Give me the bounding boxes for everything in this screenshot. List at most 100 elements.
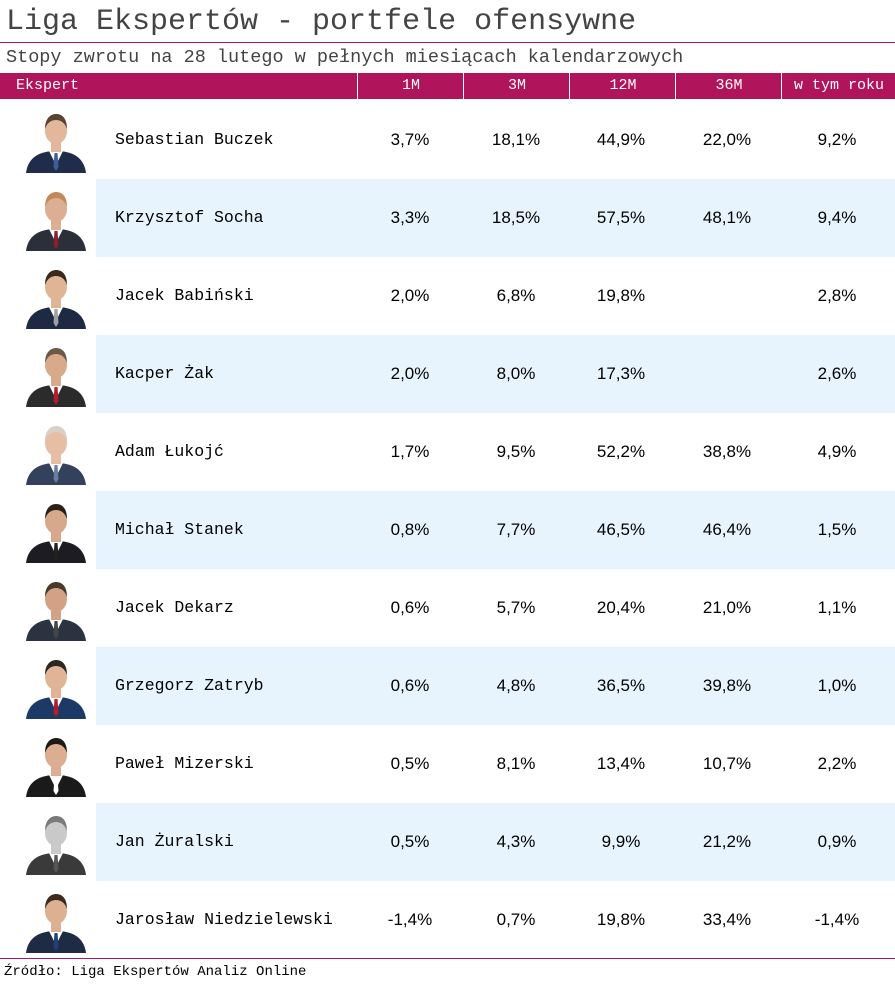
column-header: 3M [463, 73, 570, 99]
return-value: 2,6% [817, 364, 857, 383]
return-value: 4,8% [496, 676, 536, 695]
return-value: 1,5% [817, 520, 857, 539]
return-value: 21,2% [702, 832, 752, 851]
return-value: 52,2% [596, 442, 646, 461]
table-row: Sebastian Buczek 3,7% 18,1% 44,9% 22,0% 9,2% [0, 101, 895, 179]
expert-name: Krzysztof Socha [115, 208, 264, 227]
return-value: 19,8% [596, 286, 646, 305]
expert-photo [22, 733, 90, 797]
return-value: 17,3% [596, 364, 646, 383]
return-value: -1,4% [387, 910, 433, 929]
source-note: Źródło: Liga Ekspertów Analiz Online [4, 964, 307, 980]
return-value: 20,4% [596, 598, 646, 617]
return-value [677, 335, 777, 413]
return-value: 18,5% [491, 208, 541, 227]
return-value: 5,7% [496, 598, 536, 617]
return-value: 19,8% [596, 910, 646, 929]
return-value: 9,9% [601, 832, 641, 851]
row-background [96, 647, 895, 725]
expert-photo [22, 577, 90, 641]
return-value: 0,5% [390, 754, 430, 773]
expert-photo [22, 109, 90, 173]
return-value: 38,8% [702, 442, 752, 461]
table-row: Jan Żuralski 0,5% 4,3% 9,9% 21,2% 0,9% [0, 803, 895, 881]
return-value: -1,4% [814, 910, 860, 929]
expert-photo [22, 889, 90, 953]
return-value: 46,5% [596, 520, 646, 539]
column-header: w tym roku [781, 73, 895, 99]
return-value: 2,8% [817, 286, 857, 305]
return-value: 39,8% [702, 676, 752, 695]
return-value: 0,5% [390, 832, 430, 851]
table-row: Kacper Żak 2,0% 8,0% 17,3% 2,6% [0, 335, 895, 413]
table-row: Paweł Mizerski 0,5% 8,1% 13,4% 10,7% 2,2% [0, 725, 895, 803]
expert-name: Grzegorz Zatryb [115, 676, 264, 695]
return-value: 9,5% [496, 442, 536, 461]
return-value: 33,4% [702, 910, 752, 929]
return-value: 3,3% [390, 208, 430, 227]
return-value: 10,7% [702, 754, 752, 773]
row-background [96, 335, 895, 413]
expert-photo [22, 655, 90, 719]
return-value: 57,5% [596, 208, 646, 227]
expert-photo [22, 187, 90, 251]
table-row: Jacek Babiński 2,0% 6,8% 19,8% 2,8% [0, 257, 895, 335]
column-header: 1M [357, 73, 464, 99]
return-value: 22,0% [702, 130, 752, 149]
return-value: 4,3% [496, 832, 536, 851]
return-value: 9,2% [817, 130, 857, 149]
return-value: 2,2% [817, 754, 857, 773]
expert-photo [22, 265, 90, 329]
column-header: 36M [675, 73, 782, 99]
table-row: Jacek Dekarz 0,6% 5,7% 20,4% 21,0% 1,1% [0, 569, 895, 647]
return-value: 1,1% [817, 598, 857, 617]
row-background [96, 179, 895, 257]
column-header: Ekspert [16, 77, 80, 94]
row-background [96, 491, 895, 569]
return-value: 21,0% [702, 598, 752, 617]
return-value: 36,5% [596, 676, 646, 695]
expert-photo [22, 343, 90, 407]
return-value: 7,7% [496, 520, 536, 539]
footer-divider [0, 958, 895, 959]
column-header: 12M [569, 73, 676, 99]
return-value: 0,7% [496, 910, 536, 929]
table-row: Michał Stanek 0,8% 7,7% 46,5% 46,4% 1,5% [0, 491, 895, 569]
return-value: 44,9% [596, 130, 646, 149]
return-value: 6,8% [496, 286, 536, 305]
return-value: 4,9% [817, 442, 857, 461]
expert-name: Michał Stanek [115, 520, 244, 539]
expert-name: Jan Żuralski [115, 832, 234, 851]
expert-name: Jarosław Niedzielewski [115, 910, 333, 929]
return-value: 3,7% [390, 130, 430, 149]
table-header: Ekspert 1M 3M 12M 36M w tym roku [0, 73, 895, 99]
return-value: 0,8% [390, 520, 430, 539]
return-value: 0,6% [390, 676, 430, 695]
return-value: 48,1% [702, 208, 752, 227]
row-background [96, 803, 895, 881]
return-value: 2,0% [390, 364, 430, 383]
table-row: Adam Łukojć 1,7% 9,5% 52,2% 38,8% 4,9% [0, 413, 895, 491]
expert-name: Adam Łukojć [115, 442, 224, 461]
return-value: 18,1% [491, 130, 541, 149]
return-value: 13,4% [596, 754, 646, 773]
return-value: 2,0% [390, 286, 430, 305]
table-row: Krzysztof Socha 3,3% 18,5% 57,5% 48,1% 9,4% [0, 179, 895, 257]
return-value: 0,6% [390, 598, 430, 617]
expert-name: Jacek Babiński [115, 286, 254, 305]
return-value: 1,0% [817, 676, 857, 695]
return-value: 0,9% [817, 832, 857, 851]
title-divider [0, 42, 895, 43]
return-value: 8,0% [496, 364, 536, 383]
return-value: 8,1% [496, 754, 536, 773]
expert-photo [22, 421, 90, 485]
expert-photo [22, 811, 90, 875]
expert-name: Sebastian Buczek [115, 130, 274, 149]
expert-name: Kacper Żak [115, 364, 215, 383]
table-row: Jarosław Niedzielewski -1,4% 0,7% 19,8% 33,4… [0, 881, 895, 959]
page-subtitle: Stopy zwrotu na 28 lutego w pełnych mies… [6, 47, 684, 68]
page-title: Liga Ekspertów - portfele ofensywne [6, 5, 637, 39]
table-row: Grzegorz Zatryb 0,6% 4,8% 36,5% 39,8% 1,0% [0, 647, 895, 725]
return-value: 1,7% [390, 442, 430, 461]
return-value: 9,4% [817, 208, 857, 227]
